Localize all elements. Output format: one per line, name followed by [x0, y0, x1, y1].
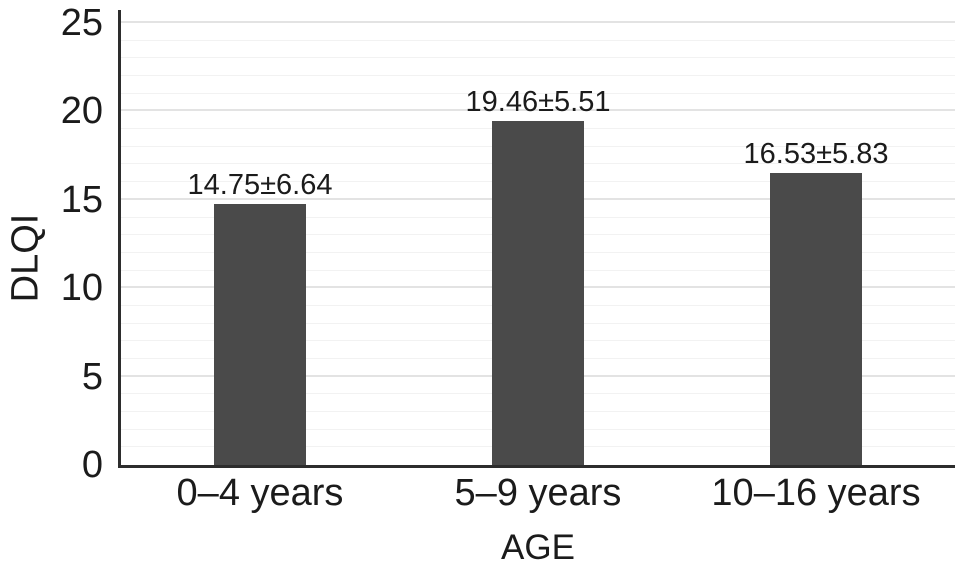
bar-value-label: 19.46±5.51 — [465, 85, 611, 118]
minor-gridline — [121, 57, 955, 59]
x-axis-line — [118, 465, 955, 468]
bar-value-label: 16.53±5.83 — [743, 137, 889, 170]
plot-area: 14.75±6.64 19.46±5.51 16.53±5.83 — [121, 10, 955, 465]
minor-gridline — [121, 39, 955, 41]
bar — [214, 204, 306, 465]
x-category-label: 0–4 years — [176, 472, 344, 514]
y-tick-label: 20 — [60, 90, 103, 133]
major-gridline — [121, 21, 955, 23]
bar — [492, 120, 584, 465]
x-category-label: 10–16 years — [711, 472, 921, 514]
bar-value-label: 14.75±6.64 — [187, 169, 333, 202]
minor-gridline — [121, 92, 955, 94]
x-category-label: 5–9 years — [454, 472, 622, 514]
y-axis-tick-labels: 0 5 10 15 20 25 — [0, 4, 103, 484]
y-tick-label: 5 — [81, 355, 103, 398]
y-tick-label: 15 — [60, 178, 103, 221]
minor-gridline — [121, 75, 955, 76]
y-tick-label: 10 — [60, 267, 103, 310]
y-tick-label: 0 — [81, 444, 103, 486]
y-axis-line — [118, 10, 121, 468]
y-tick-label: 25 — [60, 2, 103, 44]
x-axis-title: AGE — [501, 528, 575, 567]
major-gridline — [121, 109, 955, 112]
bar — [770, 172, 862, 465]
